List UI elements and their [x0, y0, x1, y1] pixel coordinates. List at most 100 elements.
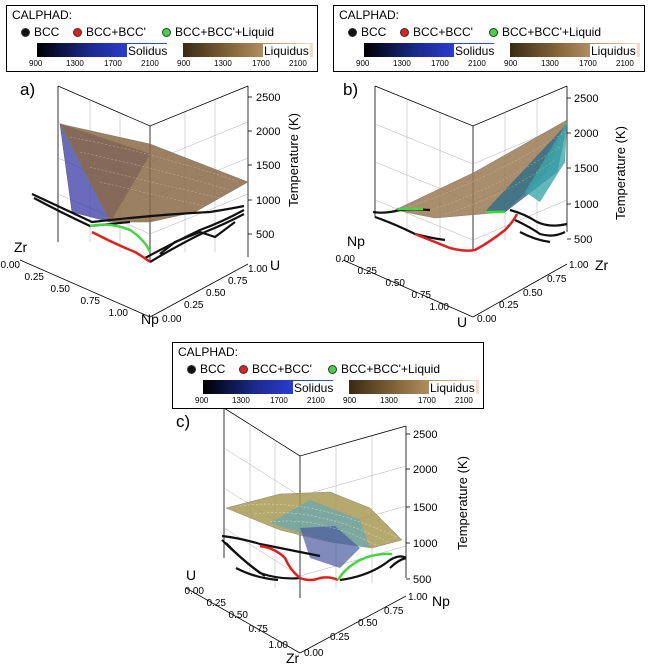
- corner-label-bottom: Zr: [286, 650, 300, 665]
- right-tick: 0.25: [499, 300, 519, 311]
- teal-surface: [525, 122, 567, 202]
- corner-label-right: U: [270, 257, 280, 273]
- red-dot-icon: [73, 28, 82, 37]
- grid: [223, 424, 407, 588]
- right-tick: 0.50: [206, 288, 226, 299]
- right-tick: 0.00: [304, 648, 324, 659]
- legend-a: CALPHAD: BCC BCC+BCC' BCC+BCC'+Liquid So…: [6, 5, 318, 72]
- liquid-boundary: [397, 207, 505, 214]
- solidus-label: Solidus: [293, 381, 335, 395]
- black-dot-icon: [21, 28, 30, 37]
- bcc-bcc-boundary: [259, 544, 339, 582]
- legend-item-bcc-bcc: BCC+BCC': [73, 25, 146, 39]
- bcc-bcc-boundary: [91, 230, 151, 263]
- left-tick: 0.25: [25, 272, 45, 283]
- right-tick: 0.25: [330, 632, 350, 643]
- liquidus-label: Liquidus: [590, 44, 637, 58]
- left-tick: 0.00: [1, 260, 21, 271]
- right-tick: 0.25: [184, 300, 204, 311]
- left-tick: 1.00: [109, 308, 129, 319]
- red-dot-icon: [400, 28, 409, 37]
- legend-item-bcc: BCC: [21, 25, 59, 39]
- legend-item-bcc: BCC: [348, 25, 386, 39]
- left-tick: 0.50: [386, 278, 406, 289]
- bcc-boundary: [221, 534, 407, 582]
- right-tick: 0.75: [547, 274, 567, 285]
- black-dot-icon: [348, 28, 357, 37]
- right-tick: 0.00: [162, 314, 182, 325]
- legend-item-liquid: BCC+BCC'+Liquid: [489, 25, 601, 39]
- z-tick: 1000: [413, 538, 437, 550]
- z-tick: 1500: [413, 502, 437, 514]
- left-tick: 0.50: [51, 284, 71, 295]
- base-axes: [342, 259, 568, 318]
- corner-label-bottom: Np: [141, 311, 159, 327]
- right-tick: 1.00: [248, 264, 268, 275]
- right-tick: 1.00: [408, 592, 428, 603]
- z-tick: 500: [256, 229, 274, 241]
- base-axes: [19, 259, 249, 318]
- left-tick: 0.50: [229, 610, 249, 621]
- z-tick: 1000: [574, 199, 598, 211]
- right-tick: 0.00: [477, 314, 497, 325]
- left-tick: 0.00: [185, 586, 205, 597]
- z-tick: 2500: [574, 93, 598, 105]
- left-tick: 0.75: [412, 290, 432, 301]
- left-tick: 0.75: [249, 624, 269, 635]
- surface-mesh: [69, 136, 241, 207]
- liquid-boundary: [336, 552, 393, 581]
- left-tick: 1.00: [430, 302, 450, 313]
- z-ticks: [406, 433, 410, 580]
- green-dot-icon: [162, 28, 171, 37]
- panel-b: CALPHAD: BCC BCC+BCC' BCC+BCC'+Liquid So…: [325, 0, 650, 335]
- right-tick: 0.50: [358, 618, 378, 629]
- corner-label-top: Zr: [14, 239, 28, 255]
- bcc-bcc-boundary: [414, 213, 519, 252]
- legend-item-liquid: BCC+BCC'+Liquid: [162, 25, 274, 39]
- right-tick: 0.75: [228, 276, 248, 287]
- z-tick: 2000: [413, 464, 437, 476]
- panel-label-a: a): [20, 80, 36, 99]
- right-tick: 0.50: [523, 288, 543, 299]
- corner-label-top: U: [186, 567, 196, 583]
- z-axis-label: Temperature (K): [286, 113, 301, 207]
- z-tick: 2500: [413, 429, 437, 441]
- panel-a: CALPHAD: BCC BCC+BCC' BCC+BCC'+Liquid So…: [0, 0, 325, 335]
- solidus-surface: [300, 526, 360, 568]
- left-tick: 0.75: [81, 296, 101, 307]
- panel-label-b: b): [343, 80, 359, 99]
- panel-c: CALPHAD: BCC BCC+BCC' BCC+BCC'+Liquid So…: [160, 338, 500, 665]
- legend-b: CALPHAD: BCC BCC+BCC' BCC+BCC'+Liquid So…: [333, 5, 645, 72]
- legend-item-bcc: BCC: [187, 362, 225, 376]
- left-tick: 0.25: [358, 266, 378, 277]
- z-tick: 500: [413, 574, 431, 586]
- liquidus-label: Liquidus: [429, 381, 476, 395]
- plot-b: 2500 2000 1500 1000 500 Temperature (K) …: [336, 85, 628, 330]
- left-tick: 1.00: [269, 640, 289, 651]
- red-dot-icon: [239, 365, 248, 374]
- z-tick: 500: [574, 234, 592, 246]
- left-tick: 0.25: [207, 598, 227, 609]
- z-tick: 2000: [574, 128, 598, 140]
- base-axes: [185, 587, 407, 654]
- legend-c: CALPHAD: BCC BCC+BCC' BCC+BCC'+Liquid So…: [172, 342, 484, 409]
- liquidus-label: Liquidus: [263, 44, 310, 58]
- right-tick: 0.75: [384, 606, 404, 617]
- corner-label-right: Zr: [595, 257, 609, 273]
- z-ticks: [567, 97, 571, 240]
- z-tick: 2500: [256, 92, 280, 104]
- black-dot-icon: [187, 365, 196, 374]
- legend-title: CALPHAD:: [12, 8, 73, 22]
- liquid-boundary: [89, 223, 152, 253]
- legend-item-bcc-bcc: BCC+BCC': [239, 362, 312, 376]
- solidus-label: Solidus: [454, 44, 496, 58]
- plot-c: 2500 2000 1500 1000 500 Temperature (K) …: [185, 408, 470, 665]
- corner-label-bottom: U: [457, 314, 467, 330]
- surface-mesh: [239, 503, 399, 547]
- green-dot-icon: [489, 28, 498, 37]
- left-tick: 0.00: [336, 254, 356, 265]
- right-tick: 1.00: [569, 260, 589, 271]
- solidus-label: Solidus: [127, 44, 169, 58]
- corner-label-top: Np: [347, 233, 365, 249]
- z-tick: 1500: [256, 160, 280, 172]
